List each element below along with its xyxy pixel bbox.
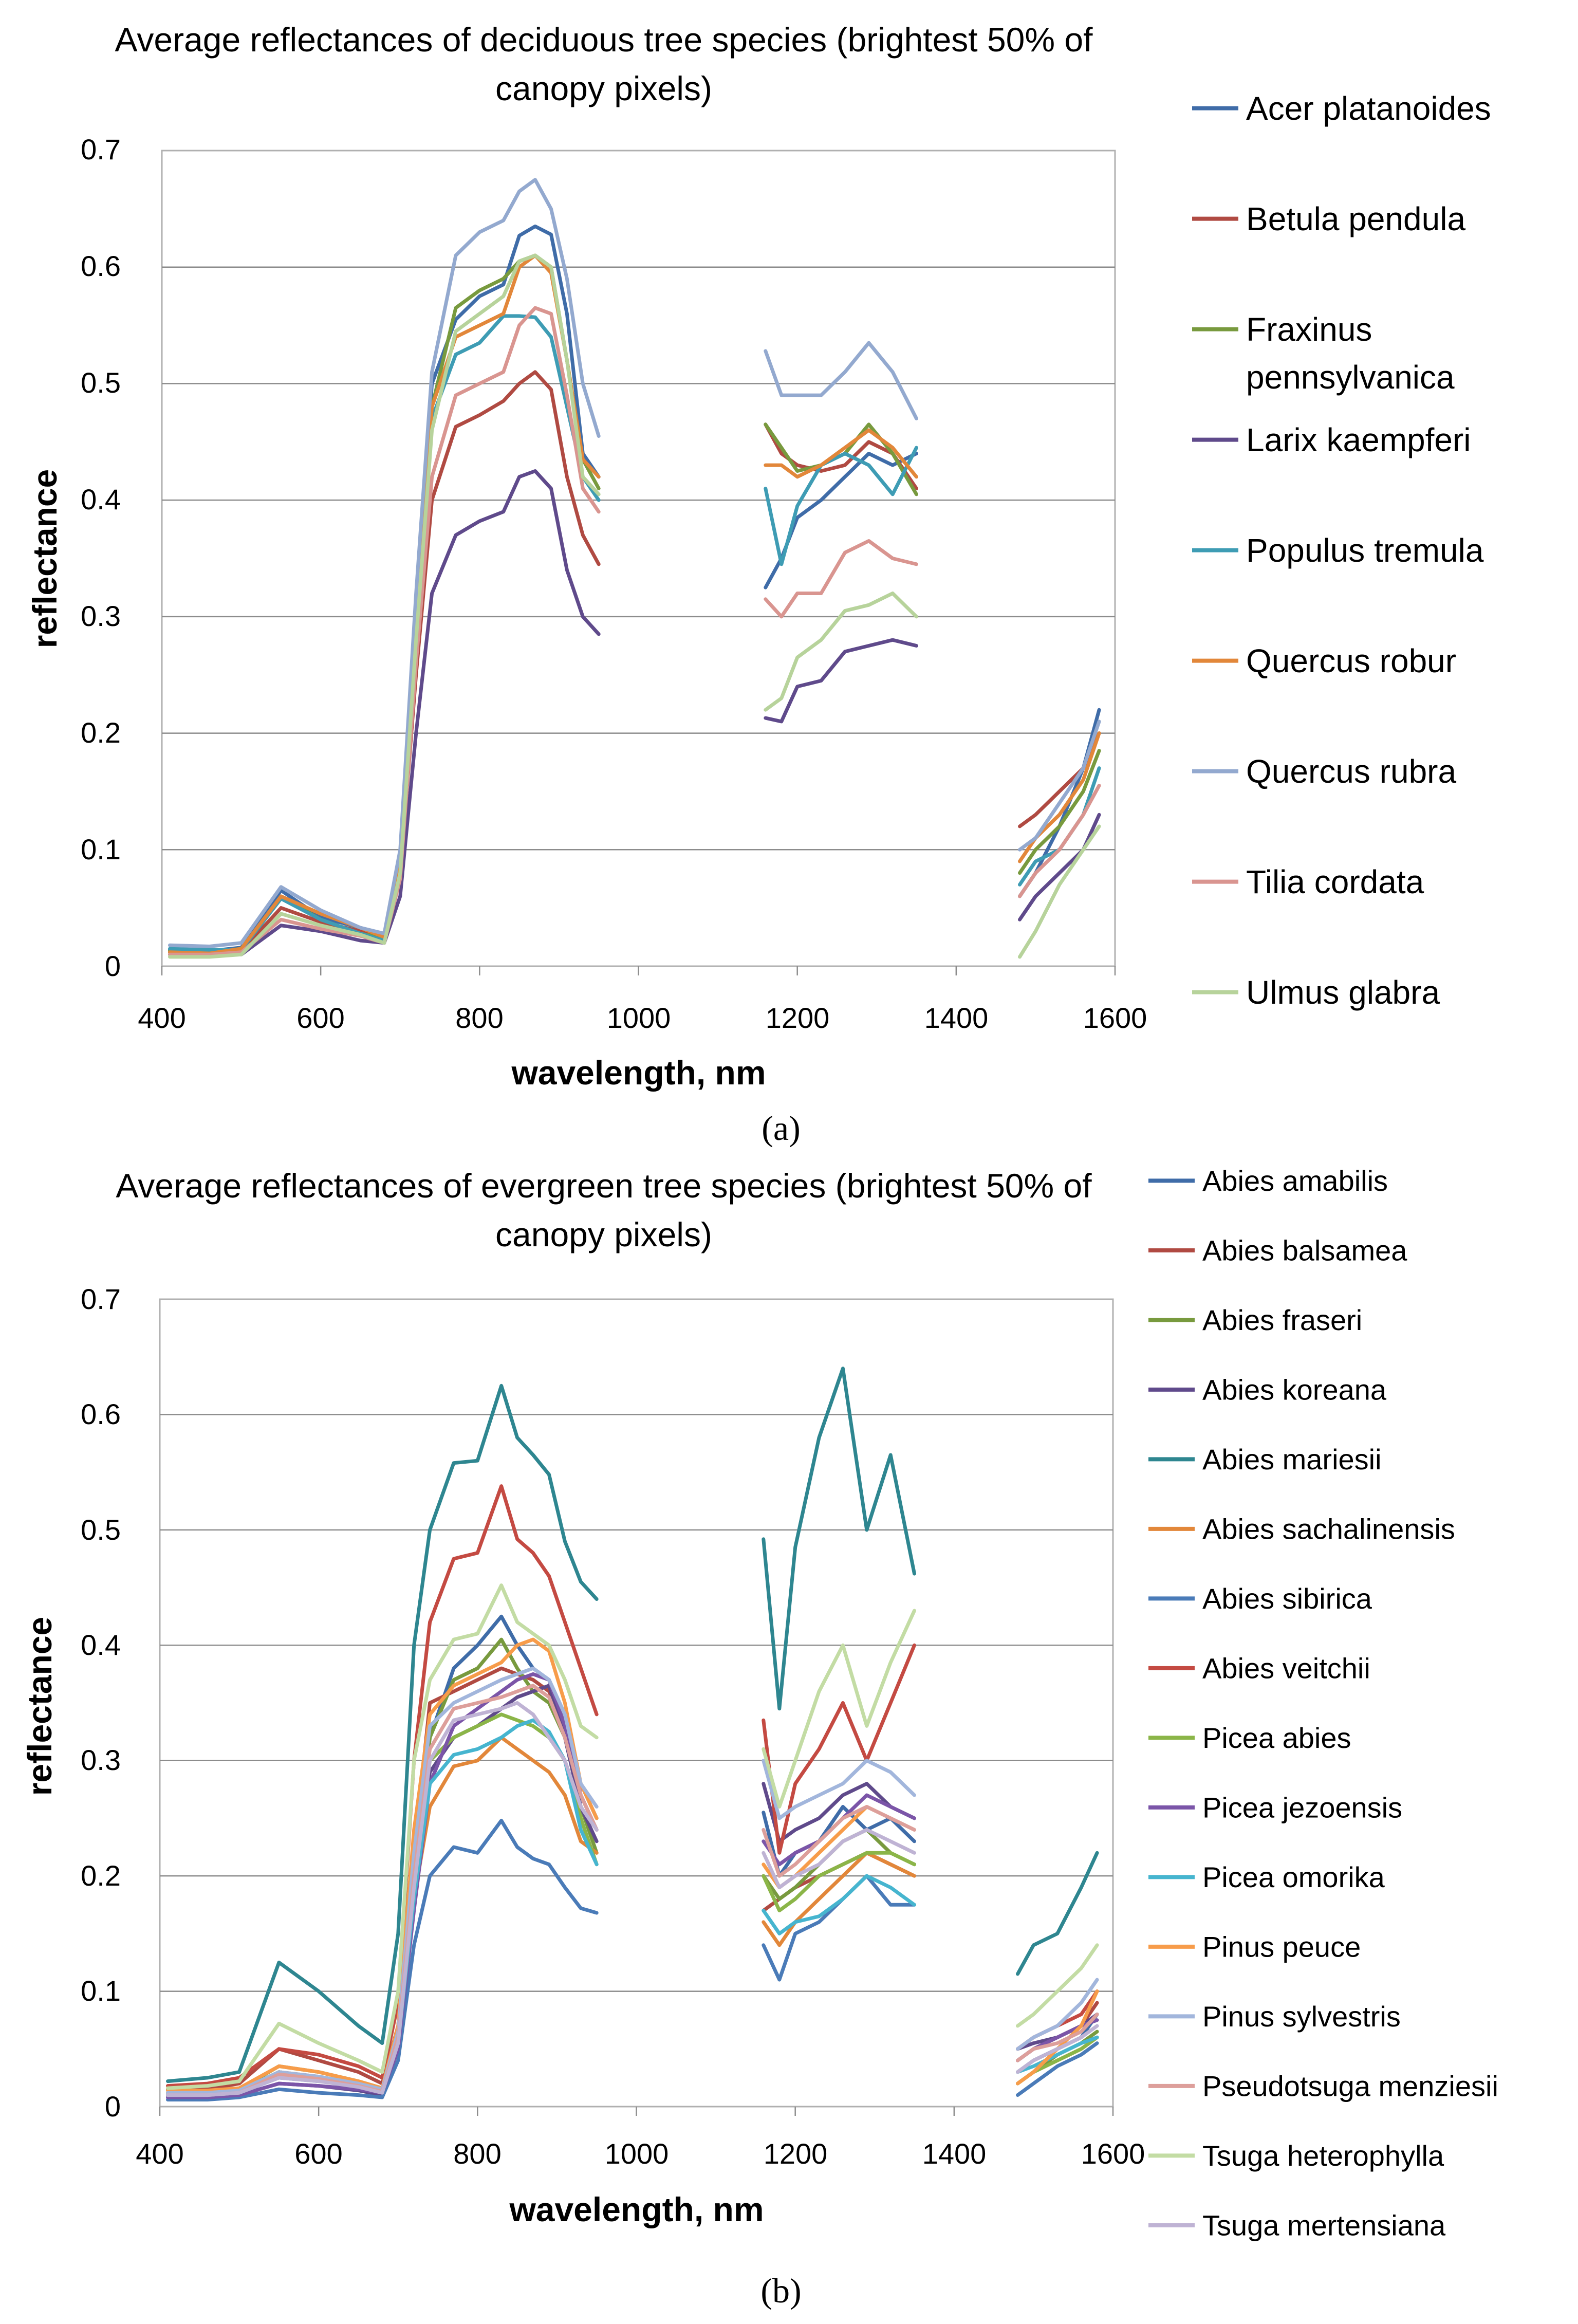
legend: Abies amabilis Abies balsamea Abies fraser… (1148, 1165, 1498, 2242)
y-tick-label: 0.1 (81, 1975, 121, 2007)
chart-evergreen: Average reflectances of evergreen tree s… (21, 1165, 1498, 2310)
series-lines (168, 178, 1101, 959)
y-tick-label: 0.4 (81, 1629, 121, 1661)
x-tick-label: 1400 (924, 1002, 989, 1034)
series-line (166, 1367, 1099, 2083)
y-tick-label: 0.3 (81, 600, 121, 632)
x-tick-label: 600 (294, 2137, 342, 2170)
legend-label: Picea abies (1202, 1722, 1351, 1754)
x-axis-label: wavelength, nm (509, 2190, 764, 2228)
series-line (166, 1701, 1099, 2097)
y-tick-label: 0 (105, 2090, 121, 2123)
chart-deciduous: Average reflectances of deciduous tree s… (26, 21, 1491, 1148)
y-tick-label: 0.4 (81, 483, 121, 515)
series-line (166, 1684, 1099, 2097)
panel-label: (b) (760, 2271, 801, 2310)
legend: Acer platanoides Betula pendula Fraxinus pe… (1192, 90, 1491, 1011)
legend-label: Picea omorika (1202, 1861, 1385, 1893)
x-tick-label: 1000 (605, 2137, 669, 2170)
legend-label: Picea jezoensis (1202, 1792, 1402, 1824)
legend-label: Abies veitchii (1202, 1652, 1370, 1685)
x-tick-label: 1400 (922, 2137, 987, 2170)
series-line (166, 1818, 1099, 2101)
x-tick-label: 600 (296, 1002, 344, 1034)
x-axis: 400 600 800 1000 1200 1400 1600 (136, 2137, 1145, 2170)
series-line (168, 178, 1101, 948)
y-tick-label: 0.2 (81, 1859, 121, 1892)
legend-label: Betula pendula (1246, 200, 1465, 237)
y-tick-label: 0.1 (81, 833, 121, 865)
legend-label: Tsuga heterophylla (1202, 2139, 1444, 2172)
series-line (168, 253, 1101, 959)
legend-label: Fraxinus pennsylvanica (1246, 311, 1455, 396)
x-tick-label: 1200 (766, 1002, 830, 1034)
legend-label: Abies balsamea (1202, 1234, 1407, 1267)
series-line (166, 1583, 1099, 2090)
chart-title-line2: canopy pixels) (495, 1215, 712, 1253)
y-tick-label: 0.2 (81, 716, 121, 749)
x-tick-label: 400 (138, 1002, 185, 1034)
y-axis-label: reflectance (21, 1617, 59, 1796)
y-axis-label: reflectance (26, 469, 64, 649)
gridlines (161, 266, 1116, 975)
plot-area (159, 1298, 1114, 2108)
x-tick-label: 800 (455, 1002, 503, 1034)
legend-label: Larix kaempferi (1246, 421, 1471, 458)
plot-area (161, 150, 1116, 967)
x-axis: 400 600 800 1000 1200 1400 1600 (138, 1002, 1147, 1034)
y-tick-label: 0.6 (81, 250, 121, 282)
x-tick-label: 400 (136, 2137, 183, 2170)
legend-label: Pseudotsuga menziesii (1202, 2070, 1498, 2102)
y-tick-label: 0.3 (81, 1744, 121, 1776)
y-tick-label: 0 (105, 950, 121, 982)
legend-label: Ulmus glabra (1246, 974, 1440, 1011)
legend-label: Pinus peuce (1202, 1931, 1361, 1963)
x-axis-label: wavelength, nm (511, 1054, 766, 1092)
y-tick-label: 0.7 (81, 1283, 121, 1315)
x-tick-label: 1600 (1081, 2137, 1145, 2170)
legend-label: Abies sachalinensis (1202, 1513, 1455, 1545)
legend-label: Abies koreana (1202, 1374, 1387, 1406)
y-tick-label: 0.7 (81, 133, 121, 165)
legend-label: Pinus sylvestris (1202, 2000, 1401, 2033)
legend-label: Populus tremula (1246, 532, 1484, 569)
legend-label: Abies fraseri (1202, 1304, 1362, 1336)
chart-title-line1: Average reflectances of evergreen tree s… (116, 1167, 1092, 1205)
chart-title-line2: canopy pixels) (495, 69, 712, 107)
legend-label: Tsuga mertensiana (1202, 2209, 1446, 2242)
x-tick-label: 1200 (764, 2137, 828, 2170)
y-axis: 0.7 0.6 0.5 0.4 0.3 0.2 0.1 0 (81, 133, 121, 982)
legend-label: Tilia cordata (1246, 863, 1424, 900)
series-line (166, 1666, 1099, 2095)
gridlines (159, 1414, 1114, 2116)
series-line (168, 469, 1101, 958)
y-tick-label: 0.5 (81, 366, 121, 399)
y-tick-label: 0.6 (81, 1398, 121, 1430)
legend-label: Abies sibirica (1202, 1582, 1372, 1615)
series-line (168, 306, 1101, 956)
x-tick-label: 800 (453, 2137, 501, 2170)
legend-label: Abies mariesii (1202, 1443, 1382, 1475)
legend-label: Quercus robur (1246, 642, 1456, 679)
panel-label: (a) (762, 1109, 800, 1148)
legend-label: Acer platanoides (1246, 90, 1491, 127)
chart-title-line1: Average reflectances of deciduous tree s… (115, 21, 1093, 59)
series-lines (166, 1367, 1099, 2101)
y-tick-label: 0.5 (81, 1514, 121, 1546)
x-tick-label: 1000 (607, 1002, 671, 1034)
legend-label: Quercus rubra (1246, 753, 1456, 790)
y-axis: 0.7 0.6 0.5 0.4 0.3 0.2 0.1 0 (81, 1283, 121, 2123)
legend-label: Abies amabilis (1202, 1165, 1388, 1197)
x-tick-label: 1600 (1083, 1002, 1147, 1034)
